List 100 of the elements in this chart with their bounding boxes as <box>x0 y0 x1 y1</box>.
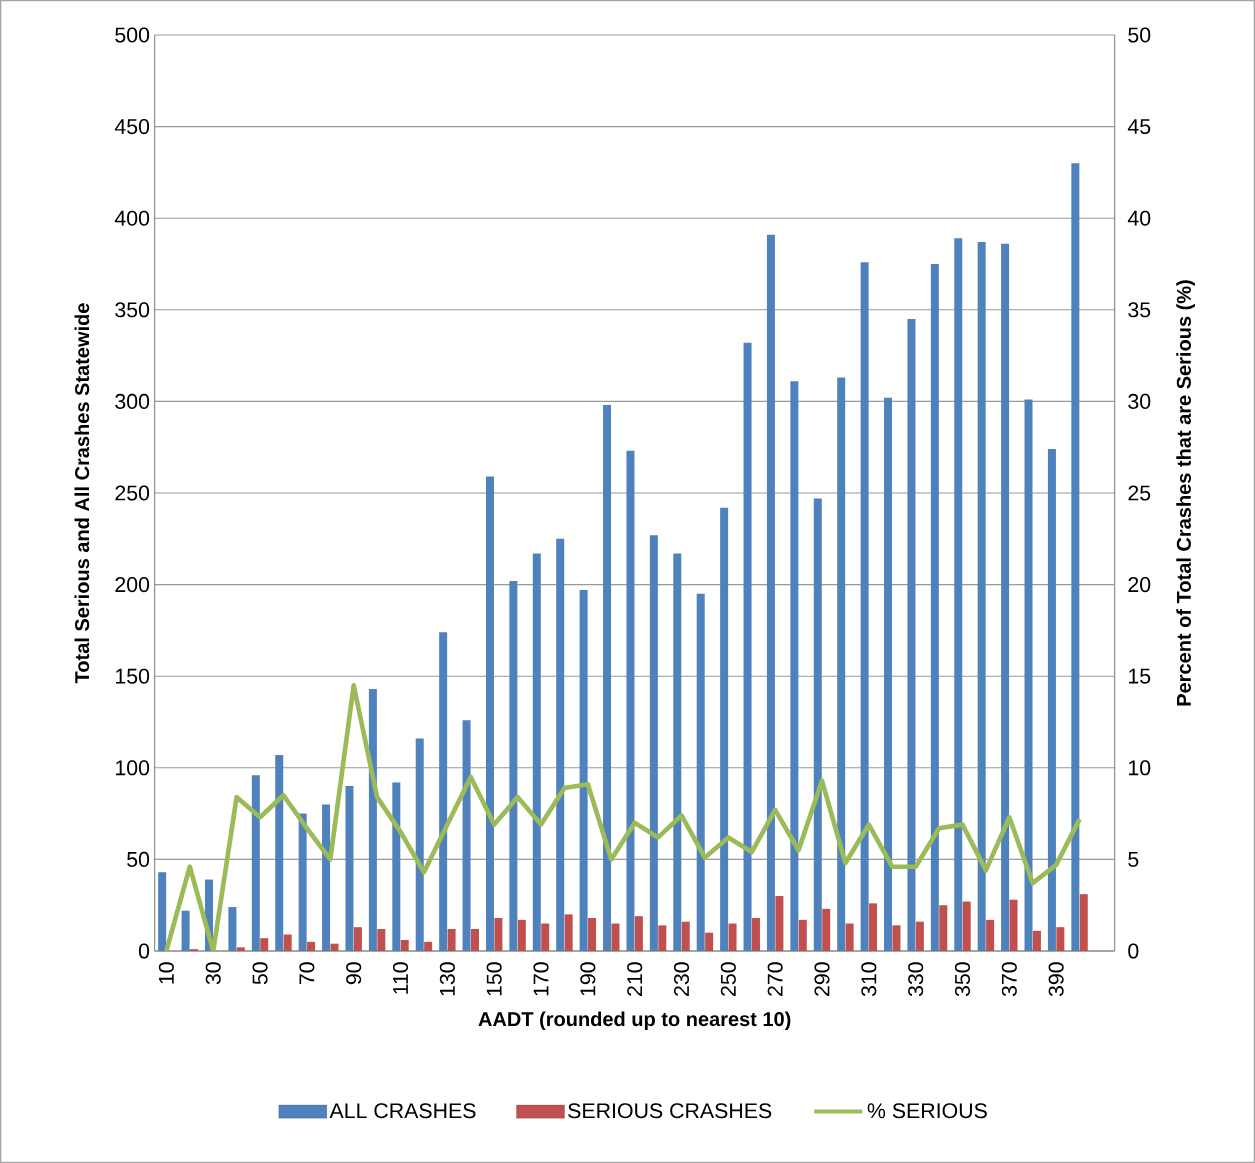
bar <box>368 689 377 951</box>
bar <box>681 921 690 951</box>
y2-tick-label: 40 <box>1127 210 1151 226</box>
x-tick-label: 90 <box>346 962 362 985</box>
bar <box>611 923 620 951</box>
legend-label: SERIOUS CRASHES <box>568 1103 772 1119</box>
y2-tick-label: 50 <box>1128 27 1151 43</box>
bar <box>962 901 971 951</box>
bar <box>673 553 682 951</box>
bar <box>462 720 471 951</box>
legend-label: % SERIOUS <box>867 1103 987 1119</box>
bar <box>907 318 916 951</box>
bar <box>728 923 737 951</box>
bar <box>228 907 237 951</box>
y2-tick-label: 20 <box>1128 577 1151 593</box>
bar <box>626 450 635 951</box>
x-tick-label: 10 <box>158 962 174 984</box>
y-tick-label: 500 <box>115 27 150 43</box>
bar <box>415 738 424 951</box>
bar <box>696 593 705 951</box>
legend-label: ALL CRASHES <box>329 1103 476 1119</box>
bar <box>579 590 588 951</box>
bar <box>353 927 362 951</box>
x-tick-label: 150 <box>486 962 502 996</box>
bar <box>1001 243 1010 951</box>
bar <box>532 553 541 951</box>
y-tick-label: 450 <box>114 119 150 135</box>
bar <box>447 929 456 951</box>
bar <box>275 754 284 951</box>
y2-tick-label: 25 <box>1128 485 1151 501</box>
y-axis-title: Total Serious and All Crashes Statewide <box>74 303 90 684</box>
y2-tick-label: 10 <box>1129 760 1151 776</box>
bar <box>517 919 526 951</box>
bar <box>541 923 550 951</box>
x-tick-label: 230 <box>673 962 690 996</box>
bar <box>251 775 260 951</box>
bar <box>822 908 831 951</box>
x-tick-label: 270 <box>767 962 783 996</box>
x-tick-label: 250 <box>720 962 736 996</box>
bar <box>705 932 714 951</box>
bar <box>634 916 643 951</box>
bar <box>860 262 869 951</box>
x-tick-label: 30 <box>205 962 221 985</box>
line-series <box>164 683 1082 951</box>
x-tick-label: 190 <box>580 962 596 996</box>
bar <box>307 941 316 951</box>
bar <box>345 786 354 951</box>
y-tick-label: 300 <box>115 393 150 409</box>
x-tick-label: 330 <box>908 962 924 997</box>
bar <box>564 914 573 951</box>
bar <box>720 507 729 951</box>
bar <box>790 381 799 951</box>
y-tick-label: 150 <box>116 668 150 684</box>
bar <box>603 405 612 951</box>
bar <box>509 580 518 951</box>
x-tick-label: 50 <box>252 962 268 985</box>
bar <box>470 929 479 951</box>
bar <box>330 943 339 951</box>
bar <box>392 782 401 951</box>
bar <box>298 813 307 951</box>
bar <box>1032 930 1041 951</box>
bar <box>1047 449 1056 951</box>
bar <box>236 947 245 951</box>
bar <box>1079 894 1088 951</box>
bar <box>260 938 269 951</box>
bar <box>915 921 924 951</box>
y-tick-label: 250 <box>115 485 150 501</box>
bar <box>283 934 292 951</box>
bar <box>954 238 963 951</box>
bar <box>766 234 775 951</box>
bar <box>892 925 901 951</box>
y2-axis-title: Percent of Total Crashes that are Serious (%) <box>1176 280 1195 706</box>
y-tick-label: 0 <box>138 943 150 959</box>
bar <box>798 919 807 951</box>
y-tick-label: 50 <box>127 851 150 867</box>
y2-tick-label: 15 <box>1129 668 1151 684</box>
bar <box>977 242 986 951</box>
bar <box>158 872 167 951</box>
x-tick-label: 170 <box>533 962 549 996</box>
bar <box>588 918 597 951</box>
bar <box>813 498 822 951</box>
x-tick-label: 110 <box>392 962 409 994</box>
y2-tick-label: 0 <box>1128 943 1139 959</box>
bar <box>494 918 503 951</box>
y-tick-label: 200 <box>115 577 150 593</box>
y2-tick-label: 5 <box>1128 851 1139 867</box>
bar <box>322 804 331 951</box>
x-tick-label: 130 <box>439 962 455 996</box>
bar <box>1056 927 1065 951</box>
bar <box>986 919 995 951</box>
x-tick-label: 390 <box>1048 962 1064 997</box>
bar <box>884 397 893 951</box>
x-axis-title: AADT (rounded up to nearest 10) <box>478 1011 791 1031</box>
bar <box>939 905 948 951</box>
bar <box>845 923 854 951</box>
x-tick-label: 370 <box>1001 962 1017 997</box>
x-tick-label: 70 <box>299 962 315 985</box>
x-tick-label: 290 <box>814 962 830 996</box>
bar <box>869 903 878 951</box>
bar <box>181 910 190 951</box>
